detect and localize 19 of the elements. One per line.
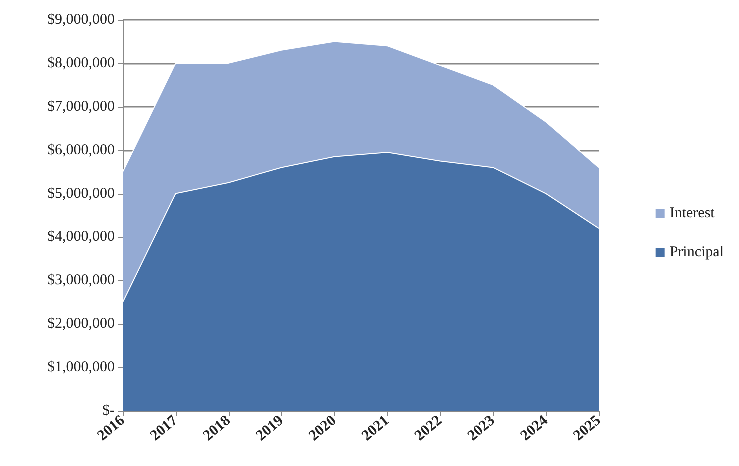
y-tick-label: $4,000,000 xyxy=(48,229,115,246)
y-tick-label: $8,000,000 xyxy=(48,55,115,72)
y-tick-label: $2,000,000 xyxy=(48,316,115,332)
y-tick-label: $6,000,000 xyxy=(48,142,115,158)
y-tick-label: $7,000,000 xyxy=(48,98,115,115)
legend-label: Interest xyxy=(670,206,716,222)
x-tick-label: 2019 xyxy=(254,412,287,444)
x-tick-label: 2022 xyxy=(412,412,446,444)
y-tick-label: $- xyxy=(102,403,115,419)
x-tick-label: 2018 xyxy=(200,412,234,444)
x-tick-label: 2021 xyxy=(359,412,393,444)
x-tick-label: 2025 xyxy=(570,412,604,444)
y-tick-label: $3,000,000 xyxy=(48,272,115,289)
y-tick-label: $9,000,000 xyxy=(48,12,115,28)
x-tick-label: 2020 xyxy=(306,412,340,444)
y-tick-label: $5,000,000 xyxy=(48,186,115,202)
x-tick-label: 2023 xyxy=(465,412,498,444)
legend-label: Principal xyxy=(670,244,724,260)
y-tick-label: $1,000,000 xyxy=(48,360,115,376)
